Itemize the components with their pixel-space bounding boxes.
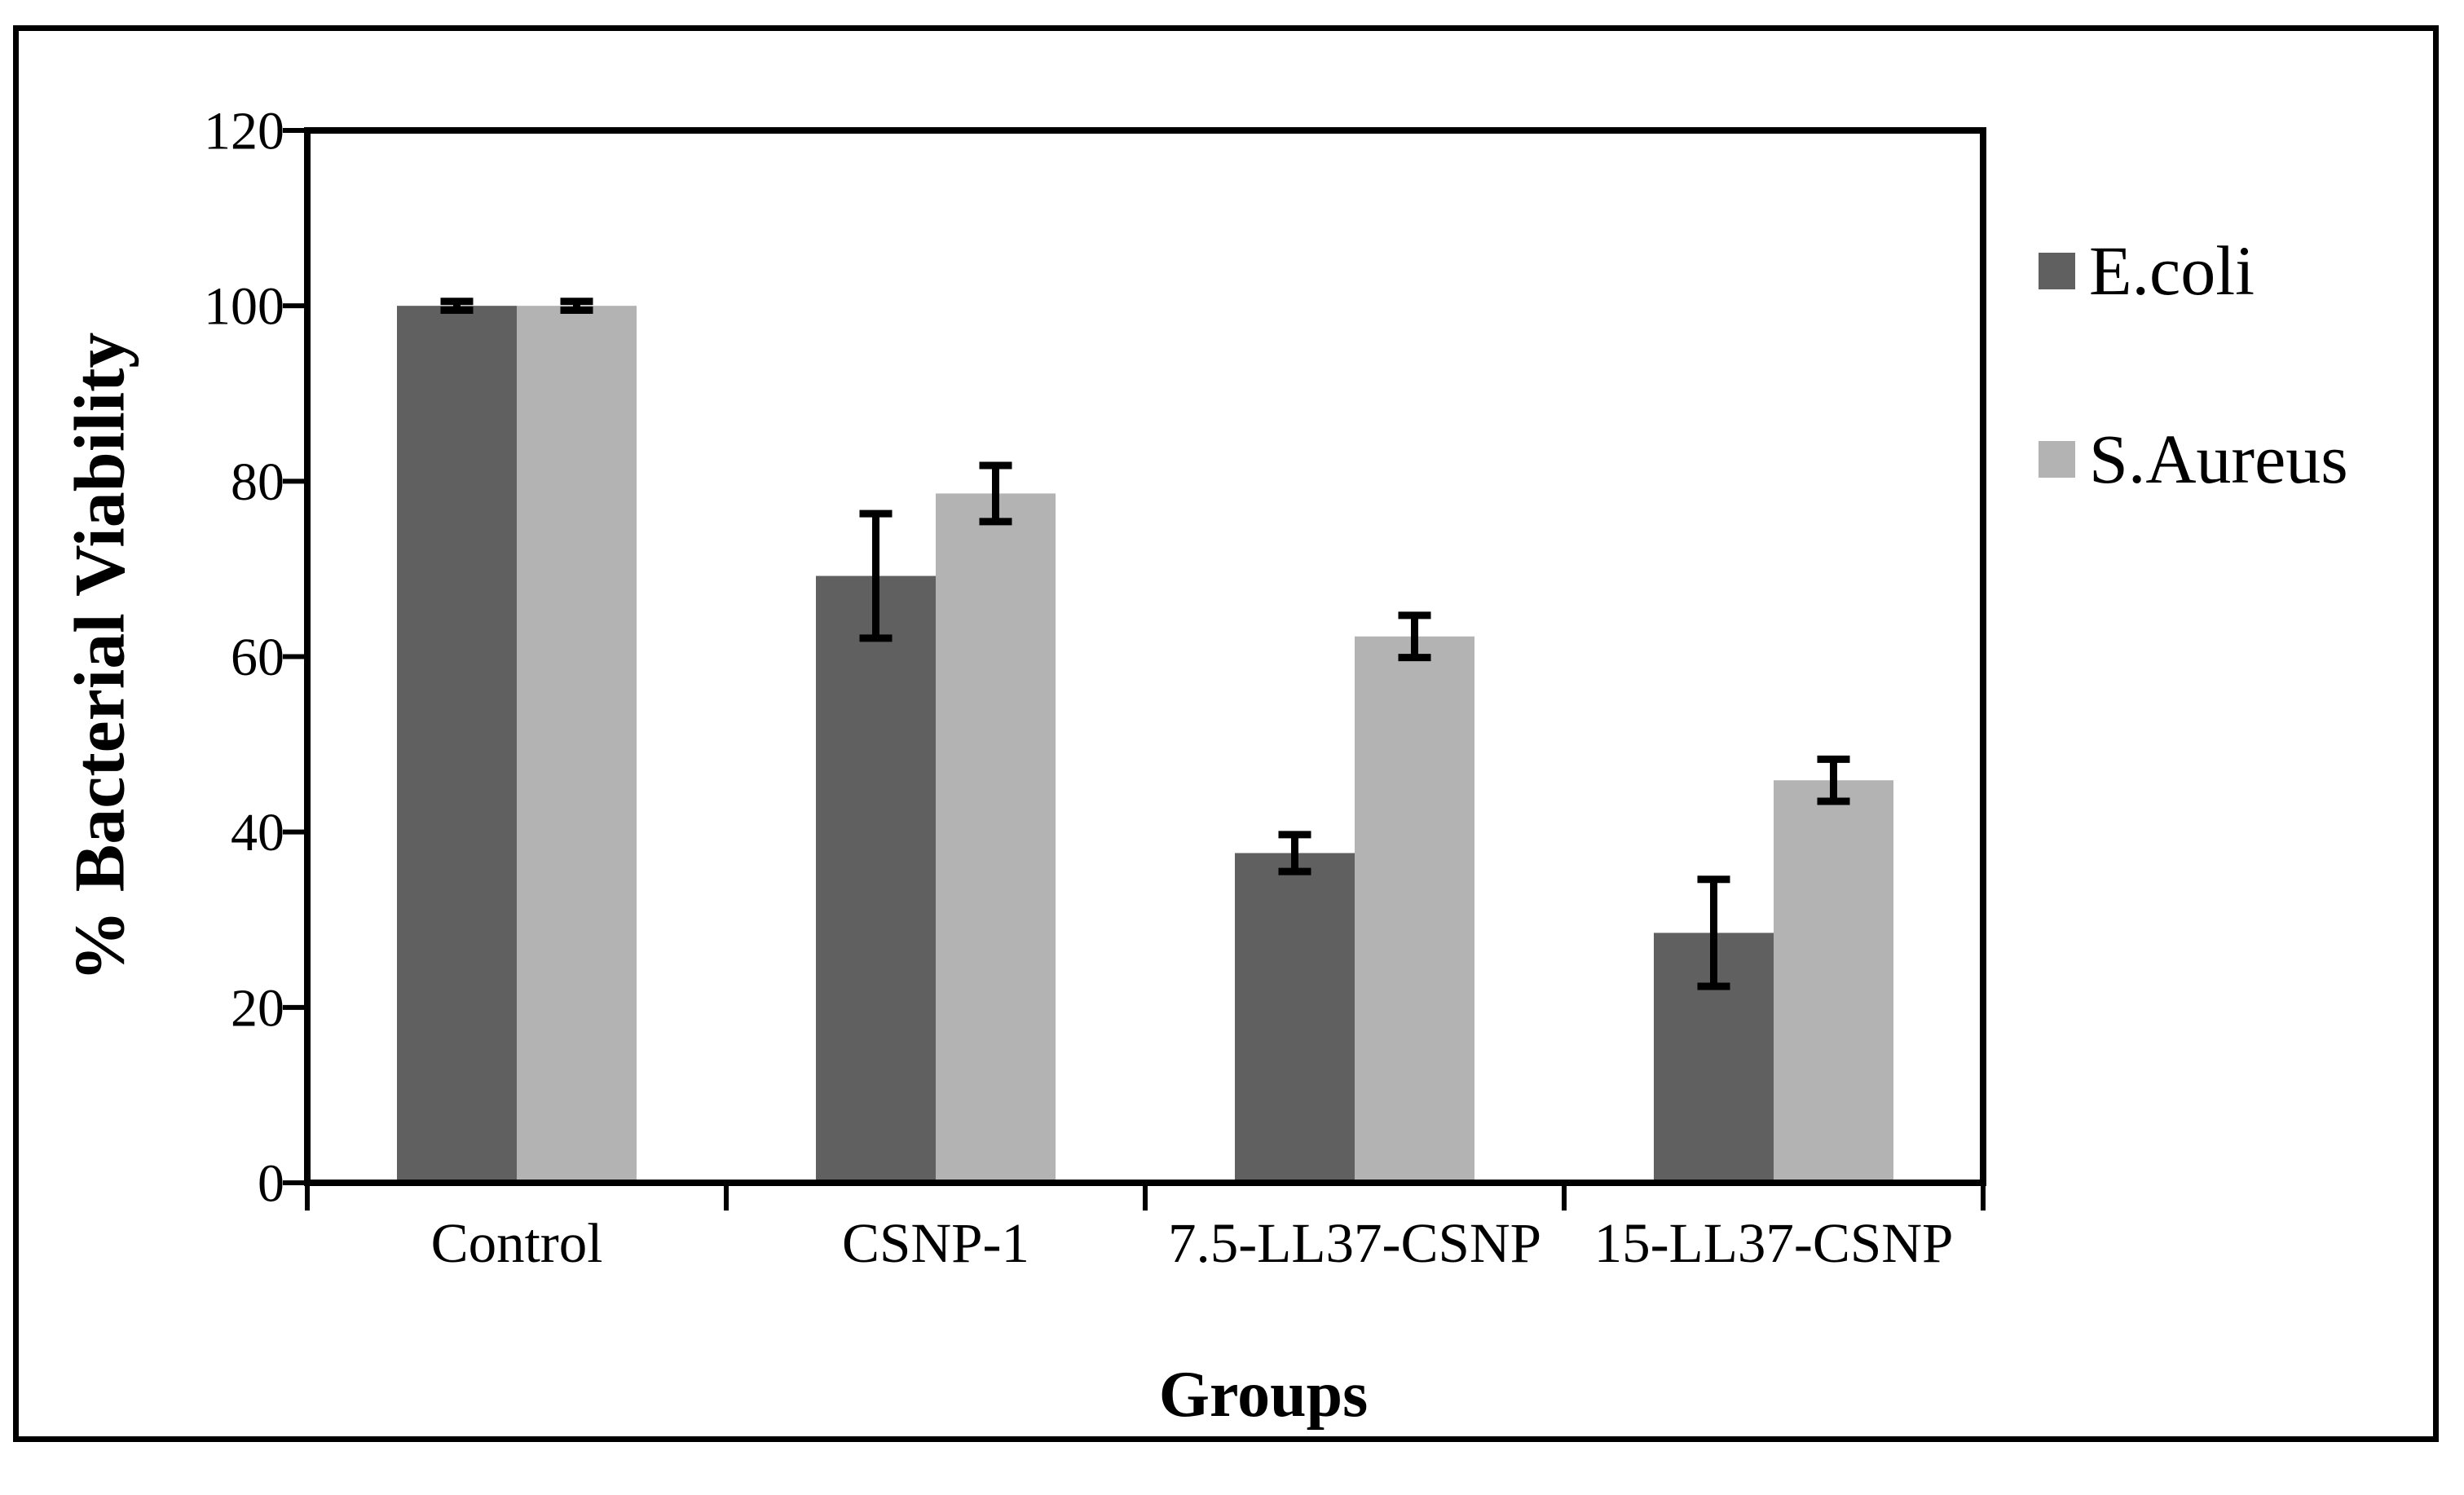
legend-label-saureus: S.Aureus (2089, 420, 2348, 498)
bar-chart: 0 20 40 60 80 100 120 Control CSNP-1 7.5-LL37-CSN… (204, 101, 1986, 1274)
bar-saureus-15-ll37-csnp (1774, 780, 1893, 1180)
bar-saureus-csnp-1 (936, 493, 1056, 1180)
y-tick-label-20: 20 (231, 978, 284, 1038)
legend-entry-ecoli: E.coli (2039, 236, 2255, 306)
y-tick-label-100: 100 (204, 277, 284, 337)
x-category-label-control: Control (431, 1212, 603, 1274)
bar-ecoli-control (397, 306, 517, 1180)
legend-label-ecoli: E.coli (2089, 232, 2255, 310)
bar-ecoli-csnp-1 (816, 576, 936, 1180)
figure-frame: 0 20 40 60 80 100 120 Control CSNP-1 7.5-LL37-CSN… (13, 25, 2439, 1442)
legend-swatch-ecoli (2039, 252, 2075, 289)
x-category-label-7-5-ll37-csnp: 7.5-LL37-CSNP (1168, 1212, 1541, 1274)
bar-saureus-control (517, 306, 637, 1180)
x-category-label-15-ll37-csnp: 15-LL37-CSNP (1594, 1212, 1954, 1274)
y-tick-label-60: 60 (231, 628, 284, 687)
y-axis-title: % Bacterial Viability (60, 332, 140, 982)
x-category-label-csnp-1: CSNP-1 (842, 1212, 1029, 1274)
x-axis-title: Groups (1158, 1359, 1369, 1431)
legend-entry-saureus: S.Aureus (2039, 424, 2348, 494)
bar-ecoli-7-5-ll37-csnp (1235, 853, 1355, 1180)
legend-swatch-saureus (2039, 440, 2075, 478)
y-tick-label-80: 80 (231, 452, 284, 512)
y-tick-label-0: 0 (258, 1153, 284, 1213)
y-tick-label-120: 120 (204, 101, 284, 161)
y-tick-label-40: 40 (231, 803, 284, 862)
bar-saureus-7-5-ll37-csnp (1355, 636, 1474, 1180)
